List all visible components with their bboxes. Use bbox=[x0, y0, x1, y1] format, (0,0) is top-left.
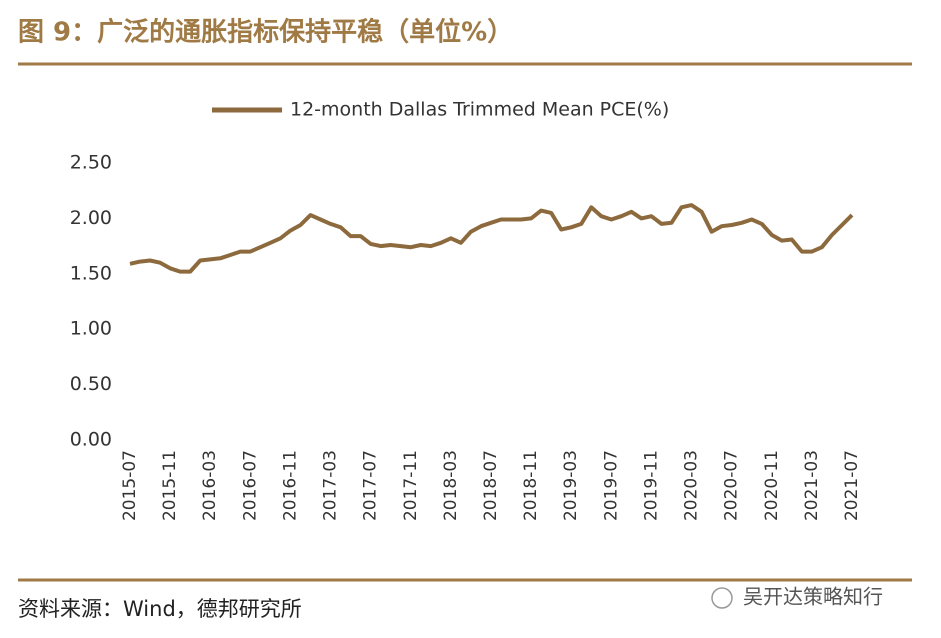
x-tick-label: 2018-11 bbox=[521, 450, 541, 521]
legend-label: 12-month Dallas Trimmed Mean PCE(%) bbox=[290, 99, 669, 121]
x-tick-label: 2019-07 bbox=[601, 450, 621, 521]
x-tick-label: 2017-11 bbox=[401, 450, 421, 521]
x-tick-label: 2016-07 bbox=[240, 450, 260, 521]
y-tick-label: 0.00 bbox=[70, 429, 112, 451]
x-tick-label: 2020-07 bbox=[722, 450, 742, 521]
x-tick-label: 2016-11 bbox=[280, 450, 300, 521]
y-tick-label: 1.50 bbox=[70, 262, 112, 284]
x-tick-label: 2021-03 bbox=[802, 450, 822, 521]
x-tick-label: 2016-03 bbox=[200, 450, 220, 521]
x-tick-label: 2019-11 bbox=[641, 450, 661, 521]
y-tick-label: 0.50 bbox=[70, 373, 112, 395]
chart-title: 图 9：广泛的通胀指标保持平稳（单位%） bbox=[18, 17, 513, 48]
watermark-icon bbox=[711, 587, 733, 609]
x-tick-label: 2015-07 bbox=[120, 450, 140, 521]
x-tick-label: 2020-03 bbox=[682, 450, 702, 521]
x-tick-label: 2015-11 bbox=[160, 450, 180, 521]
y-tick-label: 1.00 bbox=[70, 318, 112, 340]
x-tick-label: 2017-03 bbox=[321, 450, 341, 521]
watermark: 吴开达策略知行 bbox=[743, 585, 883, 609]
x-tick-label: 2018-03 bbox=[441, 450, 461, 521]
y-tick-label: 2.00 bbox=[70, 207, 112, 229]
x-tick-label: 2020-11 bbox=[762, 450, 782, 521]
x-tick-label: 2021-07 bbox=[842, 450, 862, 521]
series-line bbox=[129, 203, 854, 274]
x-tick-label: 2018-07 bbox=[481, 450, 501, 521]
x-tick-label: 2019-03 bbox=[561, 450, 581, 521]
x-tick-label: 2017-07 bbox=[361, 450, 381, 521]
y-tick-label: 2.50 bbox=[70, 152, 112, 174]
source: 资料来源：Wind，德邦研究所 bbox=[18, 597, 302, 621]
